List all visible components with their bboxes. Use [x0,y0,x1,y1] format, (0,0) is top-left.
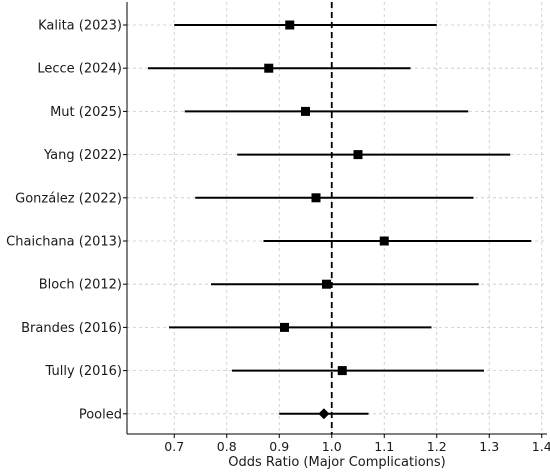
point-estimate-marker [285,20,295,30]
point-estimate-marker [337,366,347,376]
point-estimate-marker [280,322,289,332]
study-label: Bloch (2012) [39,278,122,293]
study-marks [148,20,532,420]
point-estimate-marker [322,279,331,289]
x-tick-label: 1.2 [427,439,447,454]
x-tick-label: 1.1 [374,439,394,454]
study-label: Mut (2025) [50,105,122,120]
x-tick-label: 0.8 [217,439,237,454]
study-label: Tully (2016) [45,364,122,379]
axes: 0.7 0.8 0.9 1.0 1.1 1.2 1.3 1.4 [123,2,550,454]
pooled-estimate-diamond [318,408,330,420]
x-axis-title: Odds Ratio (Major Complications) [228,455,445,470]
point-estimate-marker [311,193,321,203]
x-tick-label: 1.3 [479,439,499,454]
study-label: Kalita (2023) [38,19,122,34]
x-tick-label: 1.0 [322,439,342,454]
point-estimate-marker [264,63,274,73]
x-tick-label: 1.4 [532,439,550,454]
study-labels: Kalita (2023) Lecce (2024) Mut (2025) Yang … [6,19,122,423]
point-estimate-marker [353,150,363,160]
study-label: Pooled [79,407,122,422]
study-label: González (2022) [15,191,122,206]
x-tick-label: 0.7 [164,439,184,454]
point-estimate-marker [379,236,389,246]
point-estimate-marker [301,106,310,116]
study-label: Chaichana (2013) [6,235,122,250]
study-label: Lecce (2024) [37,62,122,77]
grid-lines [127,2,547,434]
study-label: Yang (2022) [43,148,122,163]
x-tick-label: 0.9 [269,439,289,454]
study-label: Brandes (2016) [21,321,122,336]
